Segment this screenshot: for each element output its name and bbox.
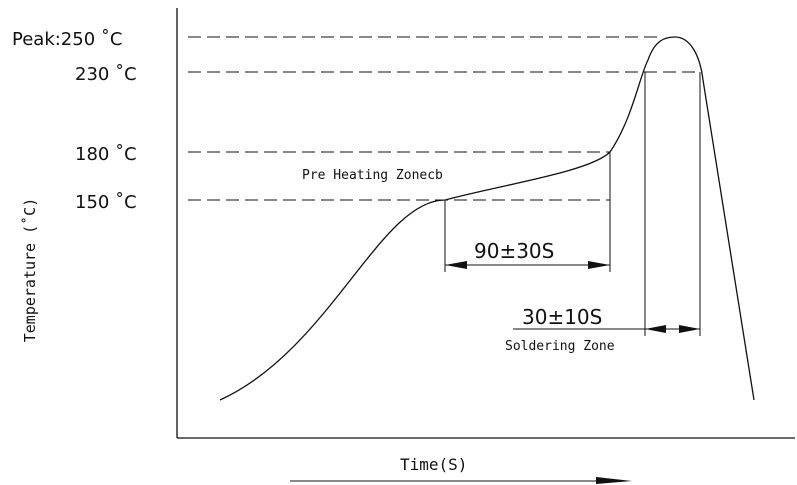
t150-temp-label: 150 ˚C — [75, 192, 137, 213]
t180-temp-label: 180 ˚C — [75, 144, 137, 165]
solder-arrow-head-right — [679, 325, 700, 333]
solder-duration-label: 30±10S — [522, 305, 602, 329]
solder-zone-label: Soldering Zone — [505, 339, 615, 354]
preheat-duration-label: 90±30S — [474, 239, 554, 263]
solder-arrow-head-left — [645, 325, 666, 333]
preheat-arrow-head-left — [445, 261, 467, 269]
time-arrow-head — [596, 477, 632, 484]
y-axis-label: Temperature (˚C) — [21, 198, 39, 343]
x-axis-label: Time(S) — [400, 455, 467, 474]
t230-temp-label: 230 ˚C — [75, 64, 137, 85]
reflow-curve — [219, 36, 755, 401]
preheat-zone-label: Pre Heating Zonecb — [302, 168, 443, 183]
peak-temp-label: Peak:250 ˚C — [12, 29, 122, 50]
preheat-arrow-head-right — [588, 261, 610, 269]
